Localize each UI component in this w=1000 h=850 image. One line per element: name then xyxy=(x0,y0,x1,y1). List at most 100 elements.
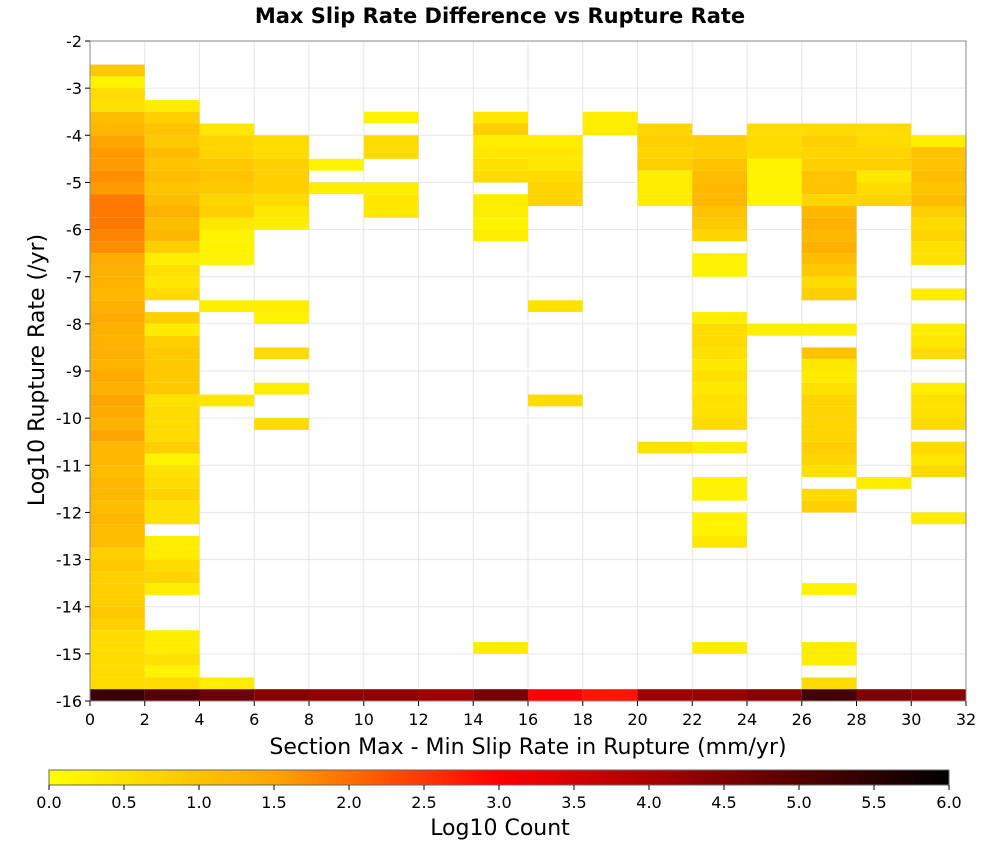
heatmap-cell xyxy=(911,418,966,430)
heatmap-cell xyxy=(144,135,200,148)
heatmap-cell xyxy=(144,630,200,643)
heatmap-cell xyxy=(90,571,145,584)
heatmap-cell xyxy=(801,288,857,301)
heatmap-cell xyxy=(144,335,200,348)
y-tick-label: -6 xyxy=(66,221,82,240)
heatmap-cell xyxy=(473,206,528,218)
heatmap-cell xyxy=(254,206,309,218)
heatmap-cell xyxy=(637,194,693,206)
heatmap-cell xyxy=(911,158,966,171)
heatmap-cell xyxy=(90,229,145,242)
heatmap-cell xyxy=(418,689,474,701)
heatmap-cell xyxy=(911,465,966,478)
heatmap-cell xyxy=(90,182,145,195)
heatmap-cell xyxy=(801,359,857,371)
x-tick-label: 20 xyxy=(627,710,647,729)
heatmap-cell xyxy=(144,111,200,124)
heatmap-cell xyxy=(90,88,145,100)
heatmap-cell xyxy=(90,665,145,678)
y-tick-label: -13 xyxy=(56,551,82,570)
y-tick-label: -11 xyxy=(56,456,82,475)
heatmap-cell xyxy=(144,123,200,136)
heatmap-cell xyxy=(144,429,200,442)
heatmap-cell xyxy=(144,441,200,454)
y-axis-label: Log10 Rupture Rate (/yr) xyxy=(25,234,50,506)
y-tick-label: -14 xyxy=(56,598,82,617)
x-tick-label: 26 xyxy=(792,710,812,729)
heatmap-cell xyxy=(144,665,200,678)
heatmap-cell xyxy=(692,335,747,348)
heatmap-cell xyxy=(363,182,419,195)
colorbar xyxy=(48,769,950,786)
heatmap-cell xyxy=(254,135,309,148)
y-tick-label: -5 xyxy=(66,173,82,192)
heatmap-cell xyxy=(90,206,145,218)
heatmap-cell xyxy=(911,229,966,242)
heatmap-cell xyxy=(692,194,747,206)
heatmap-cell xyxy=(911,217,966,230)
heatmap-cell xyxy=(144,689,200,701)
heatmap-cell xyxy=(911,689,966,701)
heatmap-cell xyxy=(801,158,857,171)
heatmap-cell xyxy=(692,323,747,336)
heatmap-cell xyxy=(90,630,145,643)
heatmap-cell xyxy=(90,512,145,525)
heatmap-cell xyxy=(911,206,966,218)
y-tick-label: -4 xyxy=(66,126,82,145)
heatmap-cell xyxy=(801,217,857,230)
heatmap-cell xyxy=(144,583,200,595)
heatmap-cell xyxy=(144,312,200,324)
heatmap-cell xyxy=(801,182,857,195)
heatmap-cell xyxy=(692,229,747,242)
heatmap-cell xyxy=(199,677,255,690)
heatmap-cell xyxy=(692,182,747,195)
heatmap-cell xyxy=(254,170,309,183)
heatmap-cell xyxy=(473,170,528,183)
heatmap-cell xyxy=(856,123,912,136)
heatmap-cell xyxy=(692,312,747,324)
heatmap-cell xyxy=(692,253,747,265)
heatmap-cell xyxy=(911,382,966,395)
heatmap-cell xyxy=(199,300,255,313)
heatmap-cell xyxy=(801,500,857,513)
heatmap-cell xyxy=(856,194,912,206)
heatmap-cell xyxy=(801,583,857,595)
heatmap-cell xyxy=(254,147,309,159)
heatmap-cell xyxy=(254,347,309,360)
heatmap-cell xyxy=(856,182,912,195)
heatmap-cell xyxy=(144,359,200,371)
heatmap-cell xyxy=(90,288,145,301)
y-tick-label: -3 xyxy=(66,79,82,98)
heatmap-cell xyxy=(90,64,145,77)
heatmap-cell xyxy=(747,323,802,336)
heatmap-cell xyxy=(90,253,145,265)
heatmap-cell xyxy=(144,147,200,159)
heatmap-cell xyxy=(911,135,966,148)
heatmap-cell xyxy=(199,123,255,136)
heatmap-cell xyxy=(473,135,528,148)
heatmap-cell xyxy=(692,406,747,419)
colorbar-tick-label: 1.5 xyxy=(261,793,286,812)
colorbar-tick-label: 0.5 xyxy=(111,793,136,812)
heatmap-cell xyxy=(363,111,419,124)
heatmap-cell xyxy=(144,453,200,466)
heatmap-cell xyxy=(801,276,857,289)
heatmap-cell xyxy=(144,642,200,654)
heatmap-cell xyxy=(90,394,145,407)
heatmap-cell xyxy=(911,194,966,206)
heatmap-cell xyxy=(801,123,857,136)
heatmap-cell xyxy=(90,99,145,112)
heatmap-cells xyxy=(90,64,966,701)
heatmap-cell xyxy=(144,536,200,548)
x-tick-label: 4 xyxy=(194,710,204,729)
heatmap-cell xyxy=(801,653,857,666)
x-tick-label: 32 xyxy=(956,710,976,729)
heatmap-cell xyxy=(911,335,966,348)
heatmap-cell xyxy=(692,524,747,536)
heatmap-cell xyxy=(637,147,693,159)
heatmap-cell xyxy=(747,194,802,206)
y-axis-ticks: -2 -3 -4 -5 -6 -7 -8 -9 -10 -11 -12 -13 -14 -15 -16 xyxy=(56,32,90,711)
heatmap-cell xyxy=(144,394,200,407)
heatmap-cell xyxy=(528,158,583,171)
heatmap-cell xyxy=(692,488,747,501)
